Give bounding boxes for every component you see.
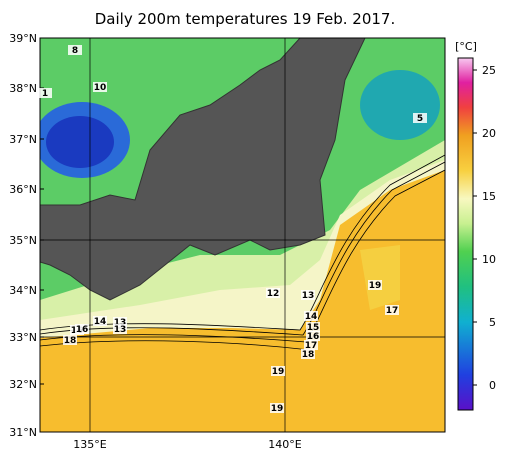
colorbar-unit: [°C] [455,40,477,53]
cold-eddy-east [360,70,440,140]
contour-label: 13 [114,325,127,335]
contour-label-bg [113,317,127,327]
contour-label-bg [38,88,52,98]
latitude-label: 38°N [9,82,37,95]
contour-label: 13 [302,291,315,301]
contour-label-bg [266,288,280,298]
contour-label-bg [68,45,82,55]
contour-label: 19 [369,281,382,291]
latitude-label: 35°N [9,234,37,247]
contour-label-bg [306,322,320,332]
contour-label: 14 [94,317,107,327]
contour-label: 12 [267,289,280,299]
contour-label-bg [93,82,107,92]
contour-label: 18 [302,350,315,360]
contour-label: 10 [94,83,107,93]
colorbar-tick-label: 15 [482,190,496,203]
contour-label-bg [113,324,127,334]
contour-label-bg [301,290,315,300]
map-area [40,38,445,432]
contour-label: 19 [271,404,284,414]
contour-label: 17 [305,341,318,351]
latitude-label: 31°N [9,426,37,439]
colorbar-tick-label: 20 [482,127,496,140]
title: Daily 200m temperatures 19 Feb. 2017. [95,10,396,28]
map-frame [39,37,446,433]
latitude-label: 33°N [9,331,37,344]
colorbar-tick-label: 0 [489,379,496,392]
warm-patch [360,245,400,310]
contour-label-bg [63,335,77,345]
colorbar-tick-label: 10 [482,253,496,266]
contour-label-bg [93,316,107,326]
longitude-label: 140°E [268,438,301,451]
contour-label-bg [271,366,285,376]
contour-label: 1 [42,89,48,99]
contour-label: 16 [76,325,89,335]
contour-label: 13 [114,318,127,328]
grid [40,38,445,432]
contour-label: 19 [272,367,285,377]
kuroshio [40,170,445,432]
cold-eddy-core [46,116,114,168]
contour-label: 15 [307,323,320,333]
contour-label-bg [385,305,399,315]
latitude-label: 37°N [9,133,37,146]
contour-label: 14 [305,312,318,322]
latitude-label: 34°N [9,284,37,297]
contour-label: 17 [386,306,399,316]
longitude-label: 135°E [73,438,106,451]
contour-label: 8 [72,46,78,56]
land [40,38,366,301]
contour-label-bg [270,403,284,413]
contour-label-bg [413,113,427,123]
contour-label-bg [75,324,89,334]
colorbar-tick-label: 25 [482,64,496,77]
colorbar [457,57,474,411]
contour-label: 16 [307,332,320,342]
latitude-label: 36°N [9,183,37,196]
contour-label: 18 [64,336,77,346]
latitude-label: 39°N [9,32,37,45]
contour-label-bg [304,311,318,321]
contour-label-bg [306,331,320,341]
contour-label: 5 [417,114,423,124]
latitude-label: 32°N [9,378,37,391]
contour-label-bg [304,340,318,350]
contour-label-bg [301,349,315,359]
contour-label-bg [368,280,382,290]
colorbar-tick-label: 5 [489,316,496,329]
